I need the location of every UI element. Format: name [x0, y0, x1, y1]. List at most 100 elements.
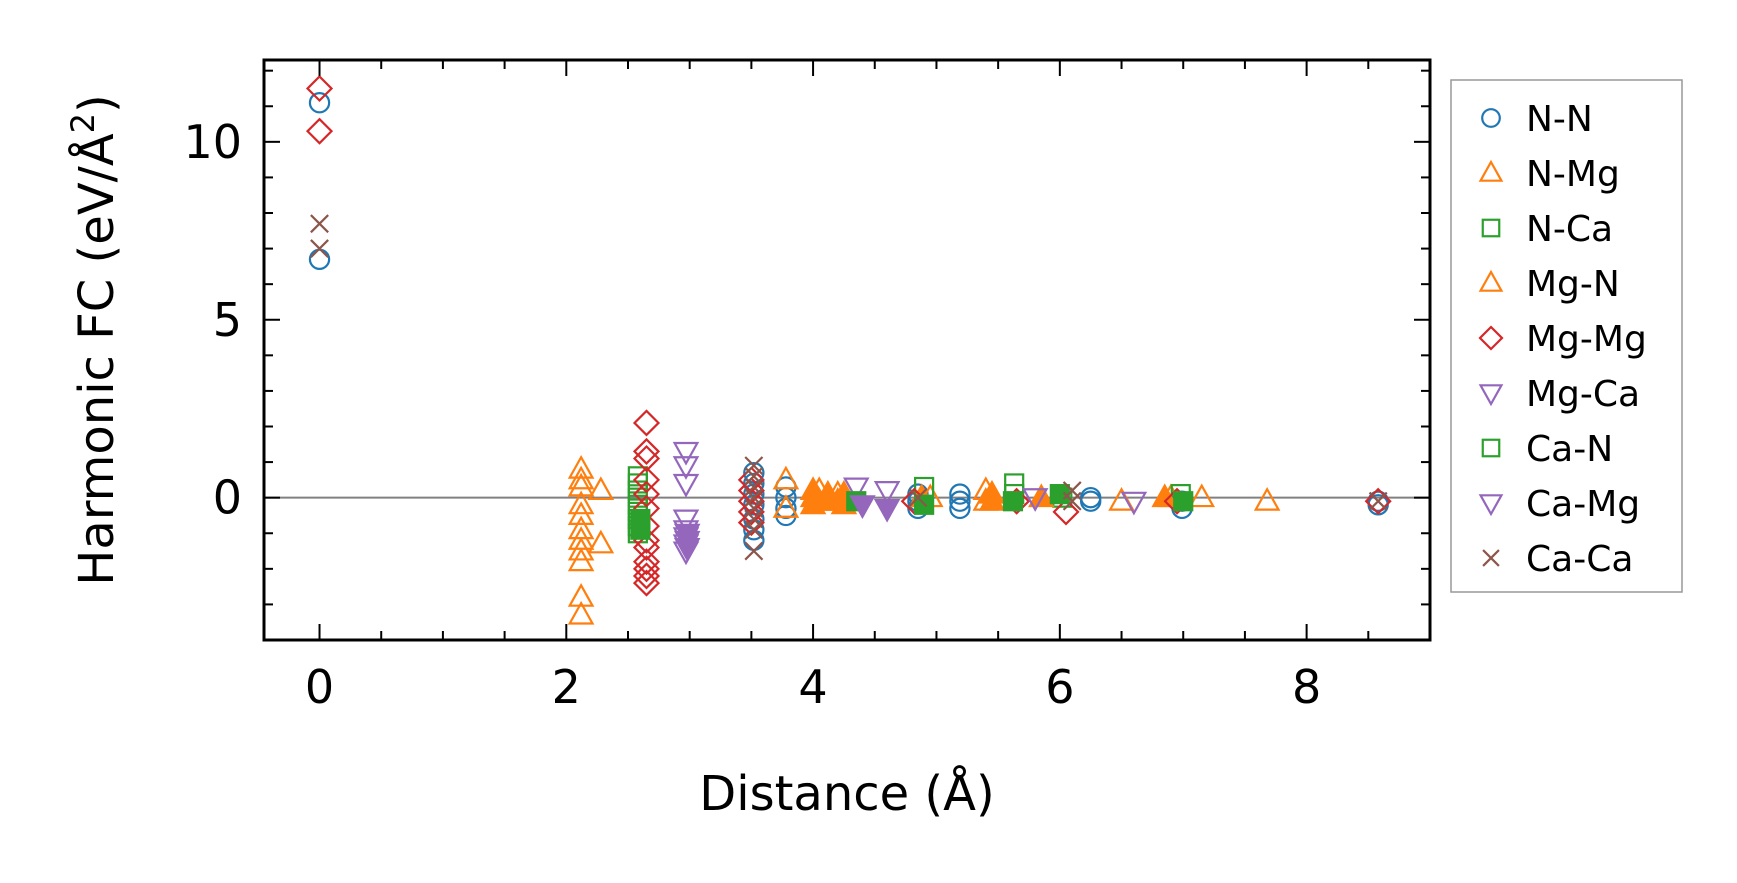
- y-axis-label: Harmonic FC (eV/Å2): [64, 94, 125, 586]
- legend-marker: [1478, 269, 1504, 292]
- data-point: [630, 519, 651, 540]
- data-point: [567, 490, 595, 515]
- data-point: [1253, 486, 1281, 511]
- data-point: [949, 483, 971, 505]
- legend-label: N-N: [1526, 99, 1593, 140]
- plot-frame: [262, 58, 1432, 642]
- legend-item: Ca-N: [1481, 429, 1613, 470]
- x-tick-label: 8: [1292, 660, 1321, 714]
- series-Ca-Mg: [673, 495, 901, 562]
- data-point: [1062, 491, 1082, 511]
- x-tick-label: 0: [305, 660, 334, 714]
- data-point: [744, 541, 764, 561]
- data-point: [632, 555, 661, 583]
- legend-item: Mg-N: [1478, 264, 1620, 305]
- data-point: [632, 444, 661, 473]
- data-point: [1052, 498, 1080, 526]
- data-point: [737, 487, 765, 515]
- data-point: [737, 476, 765, 505]
- legend-label: N-Mg: [1526, 154, 1620, 195]
- data-point: [744, 520, 764, 540]
- data-point: [632, 437, 661, 465]
- x-tick-label: 6: [1045, 660, 1074, 714]
- data-points: [305, 74, 1392, 625]
- data-point: [849, 495, 876, 520]
- data-point: [1120, 491, 1148, 516]
- data-point: [949, 490, 971, 512]
- series-N-N: [308, 91, 1389, 552]
- legend-label: N-Ca: [1526, 209, 1613, 250]
- data-point: [567, 472, 595, 497]
- legend-item: Ca-Mg: [1478, 484, 1640, 525]
- data-point: [873, 498, 901, 523]
- data-point: [775, 497, 797, 520]
- x-tick-label: 2: [552, 660, 581, 714]
- data-point: [305, 117, 334, 145]
- data-point: [587, 529, 615, 554]
- data-point: [1188, 483, 1216, 508]
- data-point: [632, 480, 661, 508]
- data-point: [737, 466, 765, 494]
- x-tick-label: 4: [798, 660, 827, 714]
- data-point: [949, 497, 971, 520]
- data-point: [1079, 490, 1102, 512]
- data-point: [1021, 488, 1049, 512]
- data-point: [632, 409, 661, 437]
- legend-marker: [1481, 438, 1501, 458]
- data-point: [1173, 491, 1194, 512]
- data-point: [632, 533, 661, 562]
- legend-label: Ca-Mg: [1526, 484, 1640, 525]
- data-point: [672, 441, 700, 466]
- data-point: [1028, 483, 1055, 508]
- legend-marker: [1478, 494, 1504, 517]
- data-point: [672, 456, 700, 480]
- y-axis-label-close: ): [69, 94, 125, 113]
- data-point: [305, 74, 334, 103]
- data-point: [632, 548, 661, 576]
- x-axis-label: Distance (Å): [699, 765, 994, 822]
- legend-item: Mg-Mg: [1478, 319, 1647, 360]
- data-point: [737, 509, 765, 537]
- data-point: [737, 498, 765, 526]
- data-point: [672, 473, 700, 498]
- y-axis-label-main: Harmonic FC (eV/Å: [68, 133, 125, 586]
- series-Ca-Ca: [310, 214, 1388, 561]
- data-point: [1368, 491, 1388, 511]
- legend-label: Mg-N: [1526, 264, 1620, 305]
- data-point: [673, 537, 701, 562]
- data-point: [567, 465, 595, 490]
- data-point: [978, 486, 1006, 511]
- data-point: [310, 214, 329, 234]
- legend-marker: [1481, 108, 1501, 128]
- data-point: [1002, 491, 1024, 512]
- legend-item: N-Mg: [1478, 154, 1620, 195]
- data-point: [842, 477, 870, 502]
- data-point: [310, 239, 329, 259]
- data-point: [632, 466, 661, 494]
- legend-item: N-Ca: [1481, 209, 1613, 250]
- data-point: [567, 600, 595, 625]
- legend-label: Ca-N: [1526, 429, 1613, 470]
- data-point: [567, 454, 595, 479]
- tick-labels: 0 2 4 6 8 0 5 10: [183, 115, 1321, 714]
- legend-label: Mg-Mg: [1526, 319, 1647, 360]
- y-axis-label-superscript: 2: [64, 113, 102, 133]
- legend-marker: [1478, 384, 1504, 407]
- data-point: [308, 91, 331, 114]
- legend-item: N-N: [1481, 99, 1593, 140]
- data-point: [308, 248, 331, 270]
- data-point: [567, 501, 595, 525]
- data-point: [587, 476, 615, 501]
- y-tick-label: 10: [183, 115, 242, 169]
- axis-ticks: [264, 60, 1431, 641]
- data-point: [873, 481, 901, 505]
- legend: N-N N-Mg N-Ca Mg-N Mg-Mg Mg-Ca Ca-N Ca-Mg Ca-Ca: [1450, 79, 1683, 593]
- data-point: [632, 569, 661, 597]
- data-point: [772, 494, 800, 518]
- series-Mg-Mg: [305, 74, 1392, 597]
- y-tick-label: 5: [213, 293, 242, 347]
- legend-label: Mg-Ca: [1526, 374, 1640, 415]
- data-point: [632, 562, 661, 590]
- legend-item: Ca-Ca: [1482, 539, 1633, 580]
